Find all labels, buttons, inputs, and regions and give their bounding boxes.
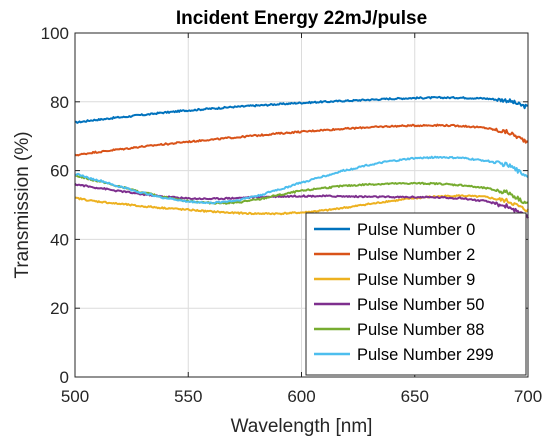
legend-box <box>305 212 527 376</box>
series-line-2 <box>74 123 529 157</box>
legend-entry: Pulse Number 0 <box>357 221 475 239</box>
x-tick-label: 700 <box>514 387 542 406</box>
series-line-6 <box>74 155 529 205</box>
y-tick-label: 20 <box>50 299 69 318</box>
y-tick-label: 100 <box>41 24 69 43</box>
legend-entry: Pulse Number 9 <box>357 271 475 289</box>
series-line-1 <box>74 95 529 124</box>
legend-entry: Pulse Number 2 <box>357 246 475 264</box>
y-tick-label: 40 <box>50 230 69 249</box>
legend-entry: Pulse Number 299 <box>357 346 494 364</box>
tick-labels: 500 550 600 650 700 0 20 40 60 80 100 <box>41 24 543 406</box>
y-tick-label: 80 <box>50 93 69 112</box>
x-tick-label: 600 <box>287 387 315 406</box>
y-tick-label: 60 <box>50 162 69 181</box>
x-tick-label: 650 <box>401 387 429 406</box>
y-tick-label: 0 <box>60 368 69 387</box>
y-axis-label: Transmission (%) <box>12 131 33 278</box>
x-axis-label: Wavelength [nm] <box>231 416 373 437</box>
series-line-3 <box>74 194 529 216</box>
legend-entry: Pulse Number 50 <box>357 296 484 314</box>
x-tick-label: 550 <box>174 387 202 406</box>
legend: Pulse Number 0 Pulse Number 2 Pulse Number… <box>305 212 527 376</box>
series-lines <box>74 95 529 219</box>
legend-entry: Pulse Number 88 <box>357 321 484 339</box>
x-tick-label: 500 <box>61 387 89 406</box>
plot-frame <box>74 32 529 378</box>
chart-title: Incident Energy 22mJ/pulse <box>176 8 427 29</box>
